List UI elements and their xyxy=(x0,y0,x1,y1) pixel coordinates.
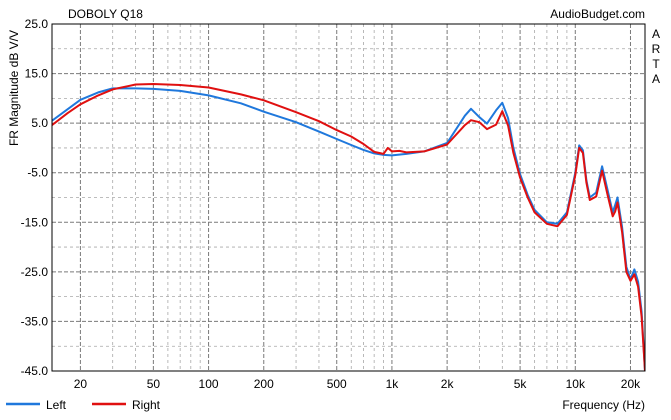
x-tick-label: 5k xyxy=(514,377,528,391)
series-layer xyxy=(52,83,645,371)
x-tick-label: 10k xyxy=(566,377,586,391)
x-tick-label: 500 xyxy=(327,377,347,391)
legend: Left Right xyxy=(6,398,161,412)
y-tick-label: -5.0 xyxy=(27,166,48,180)
x-tick-label: 50 xyxy=(147,377,161,391)
side-label-letter: T xyxy=(652,57,660,71)
y-tick-label: -25.0 xyxy=(21,265,49,279)
side-label-letter: A xyxy=(652,27,660,41)
watermark: AudioBudget.com xyxy=(550,7,645,21)
series-line-left xyxy=(52,87,645,371)
y-tick-label: -35.0 xyxy=(21,314,49,328)
y-tick-label: 5.0 xyxy=(31,116,48,130)
grid xyxy=(52,24,645,371)
x-tick-labels: 20 50 100 200 500 1k 2k 5k 10k 20k xyxy=(74,377,641,391)
x-tick-label: 200 xyxy=(254,377,274,391)
y-tick-labels: 25.0 15.0 5.0 -5.0 -15.0 -25.0 -35.0 -45.0 xyxy=(21,17,49,378)
y-tick-label: 15.0 xyxy=(25,67,49,81)
plot-border xyxy=(51,23,646,372)
legend-label-right: Right xyxy=(132,398,161,412)
x-tick-label: 2k xyxy=(441,377,455,391)
legend-label-left: Left xyxy=(46,398,67,412)
y-axis-label: FR Magnitude dB V/V xyxy=(7,30,21,146)
x-tick-label: 1k xyxy=(386,377,400,391)
side-label-letter: A xyxy=(652,72,660,86)
x-tick-label: 20k xyxy=(621,377,641,391)
y-tick-label: -45.0 xyxy=(21,364,49,378)
x-tick-label: 20 xyxy=(74,377,88,391)
y-tick-label: -15.0 xyxy=(21,215,49,229)
x-axis-label: Frequency (Hz) xyxy=(562,398,645,412)
side-label-letter: R xyxy=(652,42,661,56)
chart-title: DOBOLY Q18 xyxy=(68,7,143,21)
x-tick-label: 100 xyxy=(199,377,219,391)
series-line-right xyxy=(52,83,645,371)
y-tick-label: 25.0 xyxy=(25,17,49,31)
